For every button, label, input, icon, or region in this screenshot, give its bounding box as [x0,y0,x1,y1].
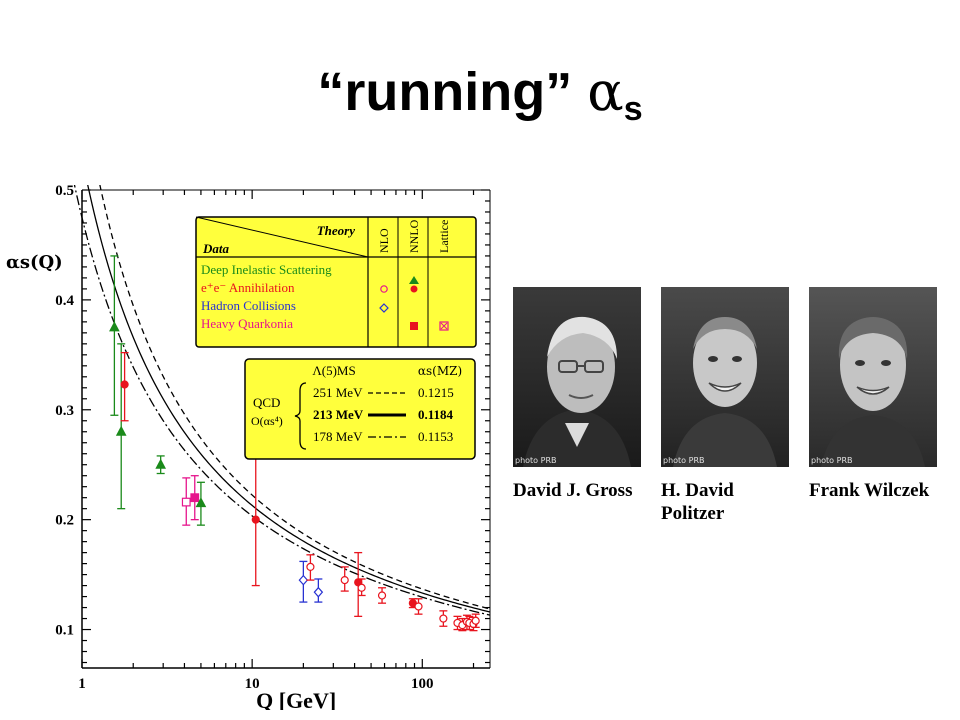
data-point [190,493,200,503]
data-point [120,380,129,389]
qcd-lambda-header: Λ(5)MS [312,363,355,378]
title-text: “running” [317,62,573,122]
qcd-row1-alpha: 0.1215 [418,385,454,400]
data-point [298,574,309,586]
data-point [109,321,120,332]
caption-david-politzer: H. David Politzer [661,479,734,525]
legend-theory-header: Theory [317,223,356,238]
legend-col-nlo: NLO [377,228,391,253]
qcd-brace [294,382,307,450]
x-tick-label: 10 [245,676,260,692]
photo-credit: photo PRB [811,456,853,465]
qcd-row3-alpha: 0.1153 [418,429,453,444]
y-tick-label: 0.2 [55,513,74,529]
legend-ee-nnlo-marker [410,285,418,293]
y-axis-label: αs(Q) [6,252,63,273]
legend-col-nnlo: NNLO [407,219,421,253]
alpha-s-chart: 1 10 100 Q [GeV] 0.1 0.2 0.3 0.4 0.5 αs(Q) Theory… [6,185,491,710]
qcd-row2-lambda: 213 MeV [313,407,364,422]
photo-credit: photo PRB [515,456,557,465]
data-point [414,602,423,611]
data-point [340,575,349,585]
caption-line: David J. Gross [513,480,633,501]
theory-curve-dashdot [73,185,491,616]
qcd-alpha-header: αs(MZ) [418,364,462,378]
caption-line: H. David [661,480,734,501]
y-tick-label: 0.3 [55,403,74,419]
x-tick-label: 100 [411,676,434,692]
data-point [439,614,448,623]
data-point [251,515,260,524]
legend-dis-nnlo-marker [409,276,419,284]
y-tick-label: 0.5 [55,185,74,199]
y-tick-label: 0.4 [55,293,74,309]
photo-credit: photo PRB [663,456,705,465]
caption-line-2: Politzer [661,503,725,524]
qcd-row3-lambda: 178 MeV [313,429,363,444]
data-point [357,583,366,592]
data-point [377,591,387,600]
title-alpha-symbol: α [587,60,624,123]
legend-row-hadron: Hadron Collisions [201,298,296,313]
caption-line: Frank Wilczek [809,480,930,501]
theory-curve-dashed [99,185,491,610]
photo-frank-wilczek: photo PRB [809,287,937,467]
theory-curve-solid [87,185,491,613]
qcd-row1-lambda: 251 MeV [313,385,363,400]
legend-row-ee: e⁺e⁻ Annihilation [201,280,295,295]
legend-col-lattice: Lattice [437,220,451,253]
legend-hq-lattice-marker [439,321,449,331]
data-point [471,616,480,625]
legend-hq-lattice-cross [440,322,448,330]
data-point [195,497,207,508]
data-point [181,497,191,507]
data-point [306,562,315,572]
legend-table: Theory Data NLO NNLO Lattice Deep Inelas… [195,216,477,348]
qcd-order-label: O(αs⁴) [251,414,283,428]
legend-hq-nnlo-marker [410,322,418,330]
x-axis-label: Q [GeV] [256,688,336,710]
legend-data-header: Data [202,241,230,256]
qcd-row2-alpha: 0.1184 [418,407,454,422]
data-point [155,458,167,469]
slide-title: “running” αs [0,60,960,129]
legend-row-hq: Heavy Quarkonia [201,316,293,331]
photo-david-politzer: photo PRB [661,287,789,467]
qcd-box: Λ(5)MS αs(MZ) QCD O(αs⁴) 251 MeV 0.1215 … [244,358,476,460]
x-tick-label: 1 [78,676,86,692]
caption-frank-wilczek: Frank Wilczek [809,479,929,502]
legend-row-dis: Deep Inelastic Scattering [201,262,332,277]
y-tick-label: 0.1 [55,623,74,639]
qcd-label: QCD [253,395,280,410]
title-subscript: s [623,90,643,128]
data-point [115,425,127,436]
photo-david-gross: photo PRB [513,287,641,467]
caption-david-gross: David J. Gross [513,479,632,502]
legend-hadron-nlo-marker [379,303,389,313]
legend-ee-nlo-marker [380,285,388,293]
data-point [313,586,324,598]
